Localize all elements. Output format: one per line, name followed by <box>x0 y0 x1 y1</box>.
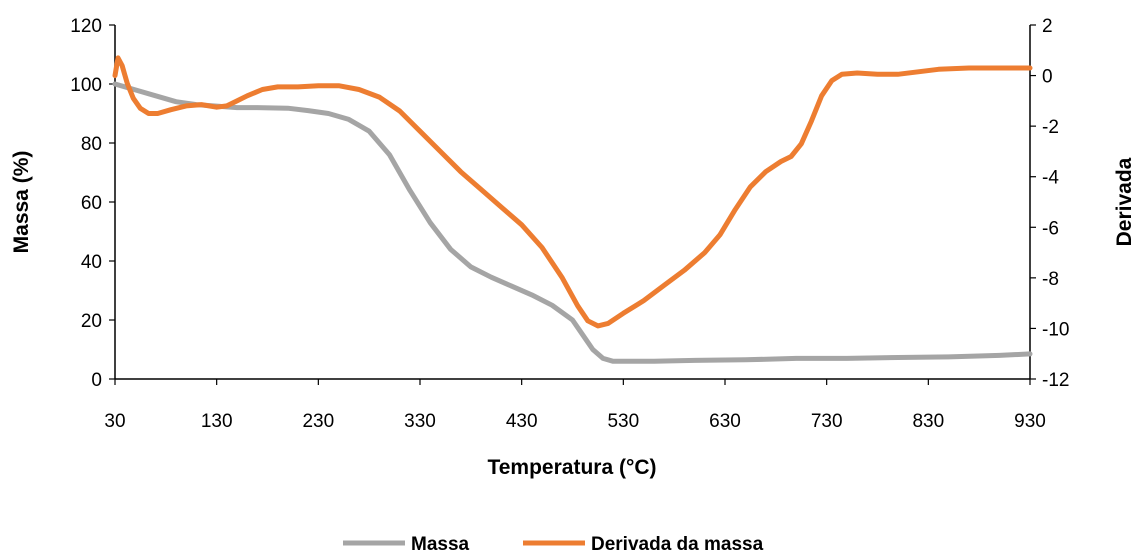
series <box>112 55 1033 364</box>
right-y-tick-label: -8 <box>1042 269 1059 290</box>
x-tick-label: 30 <box>104 411 125 432</box>
left-y-tick-label: 20 <box>81 311 102 332</box>
left-y-axis-title: Massa (%) <box>10 151 33 254</box>
x-tick-label: 230 <box>302 411 334 432</box>
x-tick-label: 630 <box>709 411 741 432</box>
series-line-massa <box>112 81 1033 364</box>
legend-label-derivada: Derivada da massa <box>591 534 764 555</box>
right-y-tick-label: 2 <box>1042 16 1053 37</box>
legend-label-massa: Massa <box>411 534 470 555</box>
x-tick-label: 730 <box>811 411 843 432</box>
right-y-tick-label: 0 <box>1042 67 1053 88</box>
left-y-tick-label: 40 <box>81 252 102 273</box>
left-y-tick-label: 0 <box>91 370 102 391</box>
x-tick-label: 830 <box>912 411 944 432</box>
series-line-derivada-da-massa <box>112 55 1033 329</box>
right-y-tick-label: -12 <box>1042 370 1069 391</box>
x-tick-label: 330 <box>404 411 436 432</box>
legend: Massa Derivada da massa <box>343 534 764 555</box>
x-tick-label: 530 <box>607 411 639 432</box>
left-y-tick-label: 60 <box>81 193 102 214</box>
right-y-tick-label: -6 <box>1042 218 1059 239</box>
x-tick-label: 430 <box>506 411 538 432</box>
left-y-tick-label: 100 <box>70 75 102 96</box>
x-axis-title: Temperatura (°C) <box>487 456 656 479</box>
x-tick-label: 930 <box>1014 411 1046 432</box>
left-y-tick-label: 120 <box>70 16 102 37</box>
left-y-tick-label: 80 <box>81 134 102 155</box>
right-y-axis-title: Derivada <box>1113 157 1136 246</box>
right-y-tick-label: -4 <box>1042 168 1059 189</box>
tick-marks <box>109 24 1036 385</box>
right-y-tick-label: -2 <box>1042 117 1059 138</box>
x-tick-label: 130 <box>201 411 233 432</box>
tick-labels: 30 130 230 330 430 530 630 730 830 93002040608010… <box>70 16 1069 432</box>
right-y-tick-label: -10 <box>1042 319 1069 340</box>
axes <box>114 25 1031 380</box>
